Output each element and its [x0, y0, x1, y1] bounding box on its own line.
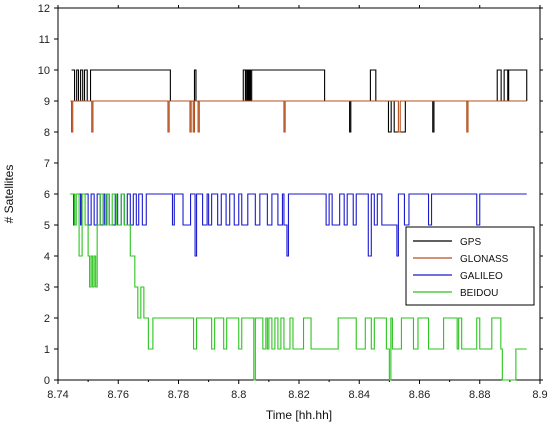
x-tick-label: 8.8 — [231, 389, 246, 401]
y-tick-label: 2 — [44, 313, 50, 325]
x-tick-label: 8.84 — [349, 389, 370, 401]
y-tick-label: 3 — [44, 282, 50, 294]
x-tick-label: 8.82 — [288, 389, 309, 401]
series-line-beidou — [70, 193, 527, 381]
y-tick-label: 7 — [44, 158, 50, 170]
legend-label-glonass: GLONASS — [460, 254, 509, 265]
legend: GPS GLONASS GALILEO BEIDOU — [405, 226, 535, 306]
x-tick-label: 8.9 — [532, 389, 547, 401]
x-axis-ticks: 8.74 8.76 8.78 8.8 8.82 8.84 8.86 8.88 8.9 — [47, 5, 548, 401]
x-tick-label: 8.76 — [108, 389, 129, 401]
y-tick-label: 9 — [44, 96, 50, 108]
x-tick-label: 8.74 — [47, 389, 68, 401]
y-tick-label: 10 — [38, 65, 50, 77]
y-tick-label: 0 — [44, 375, 50, 387]
legend-label-beidou: BEIDOU — [460, 288, 498, 299]
series-line-glonass — [70, 100, 527, 133]
y-tick-label: 5 — [44, 220, 50, 232]
y-tick-label: 12 — [38, 3, 50, 15]
x-tick-label: 8.88 — [469, 389, 490, 401]
y-tick-label: 8 — [44, 127, 50, 139]
y-tick-label: 6 — [44, 189, 50, 201]
legend-label-gps: GPS — [460, 237, 481, 248]
y-tick-label: 11 — [39, 34, 50, 46]
legend-label-galileo: GALILEO — [460, 271, 503, 282]
x-tick-label: 8.78 — [168, 389, 189, 401]
x-tick-label: 8.86 — [409, 389, 430, 401]
y-tick-label: 1 — [44, 344, 50, 356]
series-layer — [70, 69, 528, 381]
y-axis-title: # Satellites — [2, 165, 16, 224]
y-tick-label: 4 — [44, 251, 50, 263]
series-line-gps — [71, 69, 528, 133]
x-axis-title: Time [hh.hh] — [266, 408, 332, 422]
